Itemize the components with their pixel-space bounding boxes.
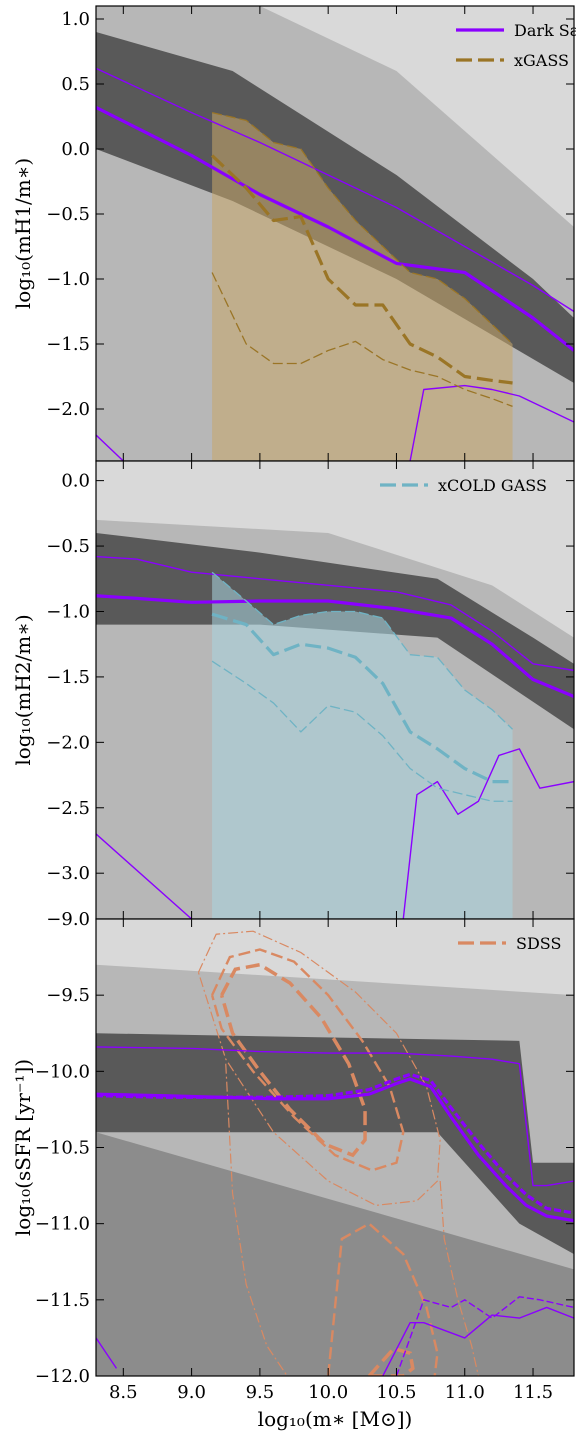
series-xcold-gass-median <box>211 612 513 784</box>
series-dark-sage-lower <box>96 434 124 461</box>
panel-3 <box>96 919 574 1376</box>
x-tick-label: 9.5 <box>246 1382 275 1403</box>
series-dark-sage-upper <box>96 555 574 672</box>
obs-shaded-region <box>212 572 513 919</box>
series-dark-sage-median <box>96 1072 574 1215</box>
x-tick-label: 9.0 <box>177 1382 206 1403</box>
y-tick-label: −11.0 <box>35 1214 90 1235</box>
sdss-contour-outer <box>197 930 441 1207</box>
y-tick-label: −10.0 <box>35 1061 90 1082</box>
series-dark-sage-lower <box>402 748 574 919</box>
y-tick-label: −9.0 <box>46 909 90 930</box>
x-tick-label: 8.5 <box>109 1382 138 1403</box>
y-tick-label: 0.0 <box>61 471 90 492</box>
series-xcold-gass-upper <box>211 571 513 730</box>
y-axis-label: log₁₀(sSFR [yr⁻¹]) <box>11 1059 35 1236</box>
y-tick-label: −1.0 <box>46 601 90 622</box>
series-dark-sage-median <box>96 594 574 699</box>
series-dark-sage-lower <box>96 1337 118 1369</box>
series-dark-sage-lower <box>395 1296 574 1376</box>
legend-label: xCOLD GASS <box>438 476 547 495</box>
x-tick-label: 10.0 <box>308 1382 348 1403</box>
y-tick-label: −1.0 <box>46 269 90 290</box>
y-tick-label: −2.0 <box>46 732 90 753</box>
panel-1 <box>96 6 574 461</box>
y-tick-label: 1.0 <box>61 9 90 30</box>
y-tick-label: −3.0 <box>46 863 90 884</box>
y-tick-label: 0.5 <box>61 74 90 95</box>
series-dark-sage-lower <box>96 833 193 919</box>
series-dark-sage-lower <box>382 1306 574 1376</box>
y-tick-label: −12.0 <box>35 1366 90 1387</box>
panel-2 <box>96 461 574 919</box>
y-axis-label: log₁₀(mH2/m∗) <box>11 614 35 765</box>
series-xgass-lower <box>211 272 513 408</box>
x-tick-label: 11.5 <box>513 1382 553 1403</box>
y-tick-label: −0.5 <box>46 204 90 225</box>
sdss-contour-inner <box>219 962 367 1158</box>
y-tick-label: −10.5 <box>35 1138 90 1159</box>
series-dark-sage-upper <box>96 67 574 313</box>
x-tick-label: 11.0 <box>445 1382 485 1403</box>
density-core <box>96 1033 574 1255</box>
legend-label: Dark Sage <box>514 21 576 40</box>
sdss-contour-quenched-inner <box>367 1346 415 1376</box>
y-tick-label: −9.5 <box>46 985 90 1006</box>
series-xgass-upper <box>211 111 513 345</box>
density-lower <box>96 1132 574 1376</box>
legend-label: SDSS <box>516 934 561 953</box>
y-tick-label: 0.0 <box>61 139 90 160</box>
series-xcold-gass-lower <box>211 660 513 802</box>
y-axis-label: log₁₀(mH1/m∗) <box>11 158 35 309</box>
x-tick-label: 10.5 <box>376 1382 416 1403</box>
y-tick-label: −1.5 <box>46 667 90 688</box>
obs-shaded-region <box>212 112 513 461</box>
sdss-contour-outer-right <box>439 1180 479 1376</box>
x-axis-label: log₁₀(m∗ [M⊙]) <box>258 1407 413 1431</box>
series-xgass-median <box>210 154 513 385</box>
y-tick-label: −2.0 <box>46 399 90 420</box>
sdss-contour-quenched-middle <box>326 1222 439 1376</box>
sdss-contour-outer-left <box>225 1063 288 1376</box>
legend-label: xGASS <box>514 51 569 70</box>
y-tick-label: −0.5 <box>46 536 90 557</box>
series-dark-sage-upper <box>96 1046 574 1187</box>
sdss-contour-middle <box>210 948 405 1172</box>
series-dark-sage-median <box>96 105 574 352</box>
y-tick-label: −1.5 <box>46 334 90 355</box>
y-tick-label: −11.5 <box>35 1290 90 1311</box>
y-tick-label: −2.5 <box>46 798 90 819</box>
series-dark-sage-lower <box>409 384 574 461</box>
